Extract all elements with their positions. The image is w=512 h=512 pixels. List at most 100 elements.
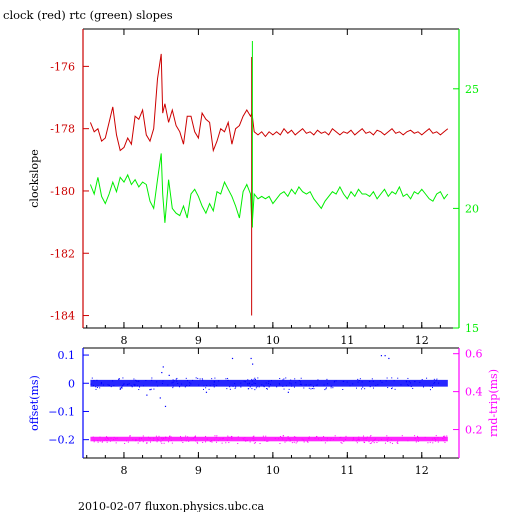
series-point-1-1 <box>107 437 109 439</box>
series-point-1-1 <box>116 437 118 439</box>
series-point-1-1 <box>344 439 346 441</box>
series-point-1-1 <box>358 436 360 438</box>
series-point-1-0 <box>113 384 115 386</box>
series-point-1-0 <box>315 384 317 386</box>
series-point-1-1 <box>106 436 108 438</box>
series-point-1-0 <box>226 388 228 390</box>
series-point-1-0 <box>261 384 263 386</box>
series-point-1-0 <box>185 377 187 379</box>
series-point-1-0 <box>121 386 123 388</box>
series-point-1-1 <box>170 439 172 441</box>
series-point-1-0 <box>195 377 197 379</box>
series-point-1-1 <box>135 438 137 440</box>
series-point-1-1 <box>386 435 388 437</box>
series-point-1-1 <box>384 442 386 444</box>
series-point-1-1 <box>289 439 291 441</box>
series-point-1-0 <box>285 377 287 379</box>
series-point-1-1 <box>401 435 403 437</box>
series-point-1-0 <box>122 385 124 387</box>
series-point-1-1 <box>358 438 360 440</box>
series-point-1-0 <box>190 383 192 385</box>
series-point-1-1 <box>387 437 389 439</box>
series-point-1-0 <box>263 386 265 388</box>
series-point-1-0 <box>412 387 414 389</box>
series-point-1-1 <box>155 435 157 437</box>
series-point-1-0 <box>251 383 253 385</box>
series-point-1-1 <box>192 438 194 440</box>
series-point-1-1 <box>187 436 189 438</box>
series-point-1-0 <box>153 388 155 390</box>
series-point-1-0 <box>290 379 292 381</box>
series-point-1-1 <box>446 435 448 437</box>
series-point-1-0 <box>290 383 292 385</box>
series-point-1-1 <box>435 439 437 441</box>
series-point-1-0 <box>99 387 101 389</box>
series-point-1-1 <box>279 443 281 445</box>
series-point-1-1 <box>109 440 111 442</box>
series-point-1-1 <box>386 438 388 440</box>
series-point-1-0 <box>198 384 200 386</box>
offset-outlier-6 <box>250 357 252 360</box>
series-point-1-1 <box>188 440 190 442</box>
series-point-1-0 <box>377 384 379 386</box>
series-point-1-1 <box>427 442 429 444</box>
series-point-1-1 <box>282 438 284 440</box>
series-point-1-0 <box>303 387 305 389</box>
series-point-1-0 <box>119 387 121 389</box>
series-point-1-0 <box>257 377 259 379</box>
series-point-1-0 <box>266 388 268 390</box>
series-point-1-1 <box>373 440 375 442</box>
series-point-1-0 <box>295 382 297 384</box>
series-point-1-1 <box>150 441 152 443</box>
series-point-1-1 <box>417 436 419 438</box>
series-point-1-1 <box>357 438 359 440</box>
series-point-1-1 <box>429 441 431 443</box>
x-tick-label-1-1: 9 <box>195 464 202 477</box>
series-point-1-0 <box>201 378 203 380</box>
series-point-1-1 <box>156 441 158 443</box>
series-point-1-0 <box>187 380 189 382</box>
series-point-1-1 <box>435 440 437 442</box>
series-point-1-0 <box>248 383 250 385</box>
offset-outlier-9 <box>384 355 386 357</box>
series-point-1-1 <box>162 437 164 439</box>
series-point-1-1 <box>308 436 310 438</box>
series-point-1-1 <box>285 440 287 442</box>
series-point-1-1 <box>226 439 228 441</box>
series-point-1-1 <box>146 442 148 444</box>
series-point-1-0 <box>247 383 249 385</box>
series-point-1-1 <box>113 439 115 441</box>
series-point-1-0 <box>216 385 218 387</box>
series-point-1-1 <box>262 435 264 437</box>
series-point-1-0 <box>175 378 177 380</box>
series-point-1-0 <box>121 385 123 387</box>
series-point-1-0 <box>118 378 120 380</box>
series-point-1-1 <box>158 435 160 437</box>
series-point-1-1 <box>444 436 446 438</box>
series-point-1-0 <box>218 380 220 382</box>
series-point-1-0 <box>205 387 207 389</box>
series-point-1-1 <box>153 439 155 441</box>
series-point-1-1 <box>115 438 117 440</box>
offset-outlier-7 <box>252 363 254 365</box>
series-point-1-1 <box>295 442 297 444</box>
series-point-1-1 <box>356 442 358 444</box>
series-point-1-0 <box>91 377 93 379</box>
series-point-1-1 <box>210 440 212 442</box>
series-point-1-0 <box>375 385 377 387</box>
series-point-1-1 <box>221 438 223 440</box>
series-point-1-0 <box>186 384 188 386</box>
series-point-1-0 <box>131 386 133 388</box>
series-point-1-0 <box>254 389 256 391</box>
series-point-1-0 <box>431 386 433 388</box>
series-point-1-0 <box>414 380 416 382</box>
series-point-1-0 <box>379 380 381 382</box>
x-tick-label-1-4: 12 <box>415 464 429 477</box>
series-point-1-0 <box>312 386 314 388</box>
series-point-1-0 <box>107 384 109 386</box>
series-point-1-0 <box>172 387 174 389</box>
series-point-1-0 <box>90 383 92 385</box>
series-point-1-1 <box>295 436 297 438</box>
series-point-1-1 <box>252 438 254 440</box>
series-point-1-0 <box>289 382 291 384</box>
